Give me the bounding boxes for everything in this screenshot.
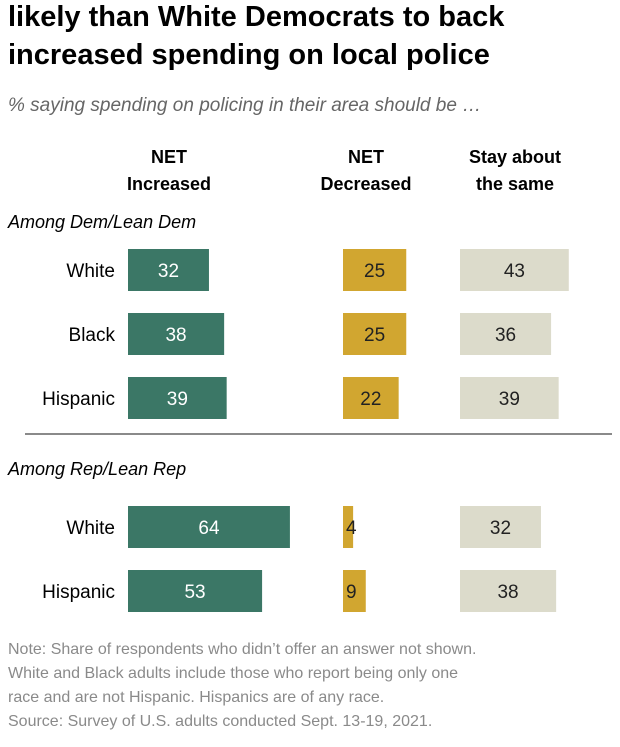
chart-title-line: likely than White Democrats to back (8, 1, 505, 33)
data-label-increased: 32 (158, 261, 179, 282)
bar-decreased (343, 377, 399, 419)
data-label-same: 32 (490, 518, 511, 539)
row-label: Hispanic (42, 582, 115, 603)
column-header-increased: NET (151, 147, 187, 167)
bar-decreased (343, 249, 407, 291)
data-label-same: 38 (497, 582, 518, 603)
data-label-same: 36 (495, 325, 516, 346)
bar-same (460, 313, 552, 355)
bar-increased (128, 313, 225, 355)
data-label-same: 43 (504, 261, 525, 282)
bar-decreased (343, 313, 407, 355)
bar-same (460, 570, 557, 612)
row-label: Hispanic (42, 389, 115, 410)
group-label: Among Rep/Lean Rep (7, 459, 186, 479)
column-header-same: the same (476, 174, 554, 194)
data-label-increased: 64 (198, 518, 220, 539)
bar-increased (128, 249, 209, 291)
bar-same (460, 249, 569, 291)
data-label-decreased: 25 (364, 261, 385, 282)
data-label-decreased: 4 (346, 518, 357, 539)
data-label-increased: 38 (165, 325, 186, 346)
row-label: Black (69, 325, 116, 346)
column-header-increased: Increased (127, 174, 211, 194)
column-header-same: Stay about (469, 147, 561, 167)
data-label-decreased: 9 (346, 582, 357, 603)
column-header-decreased: NET (348, 147, 384, 167)
footnote-line: White and Black adults include those who… (8, 665, 458, 682)
row-label: White (66, 261, 115, 282)
footnote-line: Note: Share of respondents who didn’t of… (8, 641, 476, 658)
bar-decreased (343, 570, 366, 612)
data-label-decreased: 25 (364, 325, 385, 346)
data-label-same: 39 (499, 389, 520, 410)
bar-decreased (343, 506, 354, 548)
bar-same (460, 377, 559, 419)
group-label: Among Dem/Lean Dem (7, 212, 196, 232)
chart-title-line: increased spending on local police (8, 39, 490, 71)
bar-increased (128, 506, 290, 548)
bar-same (460, 506, 541, 548)
bar-increased (128, 377, 227, 419)
data-label-increased: 53 (184, 582, 205, 603)
data-label-decreased: 22 (360, 389, 381, 410)
column-header-decreased: Decreased (320, 174, 411, 194)
row-label: White (66, 518, 115, 539)
chart-subtitle: % saying spending on policing in their a… (8, 95, 481, 116)
data-label-increased: 39 (167, 389, 188, 410)
bar-increased (128, 570, 263, 612)
footnote-line: Source: Survey of U.S. adults conducted … (8, 713, 432, 730)
footnote-line: race and are not Hispanic. Hispanics are… (8, 689, 384, 706)
